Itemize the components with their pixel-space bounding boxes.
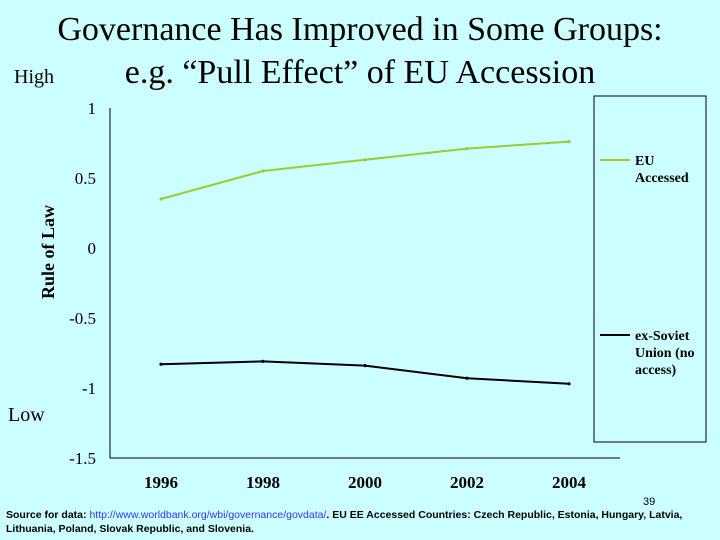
data-point <box>465 147 469 151</box>
x-tick-label: 1998 <box>246 473 280 492</box>
data-point <box>261 359 265 363</box>
x-tick-label: 2000 <box>348 473 382 492</box>
data-point <box>567 140 571 144</box>
data-point <box>159 362 163 366</box>
y-tick-label: -0.5 <box>69 309 96 328</box>
x-tick-label: 1996 <box>144 473 178 492</box>
y-axis-title: Rule of Law <box>38 205 58 299</box>
legend-label: EU Accessed <box>635 154 689 186</box>
y-tick-label: -1.5 <box>69 449 96 468</box>
legend-box <box>593 95 707 443</box>
y-tick-label: 0 <box>88 239 97 258</box>
slide-title-line2: e.g. “Pull Effect” of EU Accession <box>124 54 596 91</box>
y-tick-label: -1 <box>82 379 96 398</box>
slide-title-line1: Governance Has Improved in Some Groups: <box>57 11 663 48</box>
data-point <box>261 169 265 173</box>
page-number: 39 <box>643 496 656 508</box>
data-point <box>159 197 163 201</box>
y-tick-label: 1 <box>88 99 97 118</box>
x-tick-label: 2002 <box>450 473 484 492</box>
data-point <box>363 364 367 368</box>
source-link[interactable]: http://www.worldbank.org/wbi/governance/… <box>89 509 327 521</box>
source-footnote: Source for data: http://www.worldbank.or… <box>6 508 686 536</box>
source-prefix: Source for data: <box>6 509 90 521</box>
series-line-1 <box>160 140 570 200</box>
x-tick-label: 2004 <box>552 473 587 492</box>
data-point <box>465 376 469 380</box>
high-label: High <box>14 66 54 88</box>
source-suffix: . EU EE Accessed Countries: Czech Republ… <box>6 509 683 535</box>
y-tick-label: 0.5 <box>75 169 96 188</box>
low-label: Low <box>8 404 45 426</box>
legend-label: ex-Soviet Union (no access) <box>635 329 695 378</box>
data-point <box>363 158 367 162</box>
data-point <box>567 382 571 386</box>
